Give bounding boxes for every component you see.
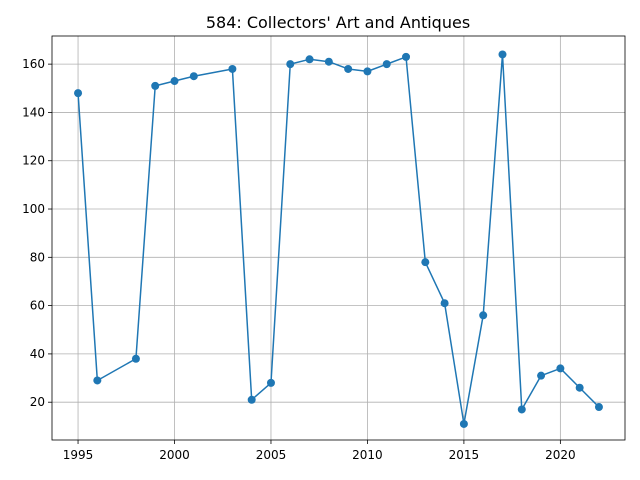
x-tick-label: 1995 [63, 448, 94, 462]
data-point [151, 81, 160, 90]
data-point [594, 403, 603, 412]
chart-title: 584: Collectors' Art and Antiques [206, 13, 470, 32]
y-tick-label: 60 [30, 299, 45, 313]
data-point [286, 60, 295, 69]
y-tick-label: 40 [30, 347, 45, 361]
plot-frame [51, 35, 626, 441]
data-point [537, 371, 546, 380]
data-point [247, 395, 256, 404]
data-point [170, 77, 179, 86]
x-tick-label: 2015 [449, 448, 480, 462]
y-tick-label: 20 [30, 395, 45, 409]
data-point [421, 258, 430, 267]
data-point [228, 64, 237, 73]
data-point [305, 55, 314, 64]
x-tick-label: 2005 [256, 448, 287, 462]
data-point [556, 364, 565, 373]
data-point [189, 72, 198, 81]
tick-layer: 1995 2000 2005 2010 2015 20202040608010012014… [22, 57, 576, 462]
y-tick-label: 120 [22, 154, 45, 168]
data-point [131, 354, 140, 363]
data-point [363, 67, 372, 76]
data-point [440, 299, 449, 308]
data-point [324, 57, 333, 66]
x-tick-label: 2020 [545, 448, 576, 462]
data-point [402, 52, 411, 61]
data-point [266, 378, 275, 387]
data-point [344, 64, 353, 73]
data-point [93, 376, 102, 385]
data-point [517, 405, 526, 414]
data-point [382, 60, 391, 69]
data-point [479, 311, 488, 320]
y-tick-label: 160 [22, 57, 45, 71]
y-tick-label: 100 [22, 202, 45, 216]
data-point [74, 89, 83, 98]
y-tick-label: 80 [30, 250, 45, 264]
y-tick-label: 140 [22, 105, 45, 119]
x-tick-label: 2010 [352, 448, 383, 462]
data-point [575, 383, 584, 392]
x-tick-label: 2000 [159, 448, 190, 462]
data-point [459, 419, 468, 428]
data-point [498, 50, 507, 59]
series-layer [74, 50, 603, 428]
grid-layer [52, 36, 625, 440]
